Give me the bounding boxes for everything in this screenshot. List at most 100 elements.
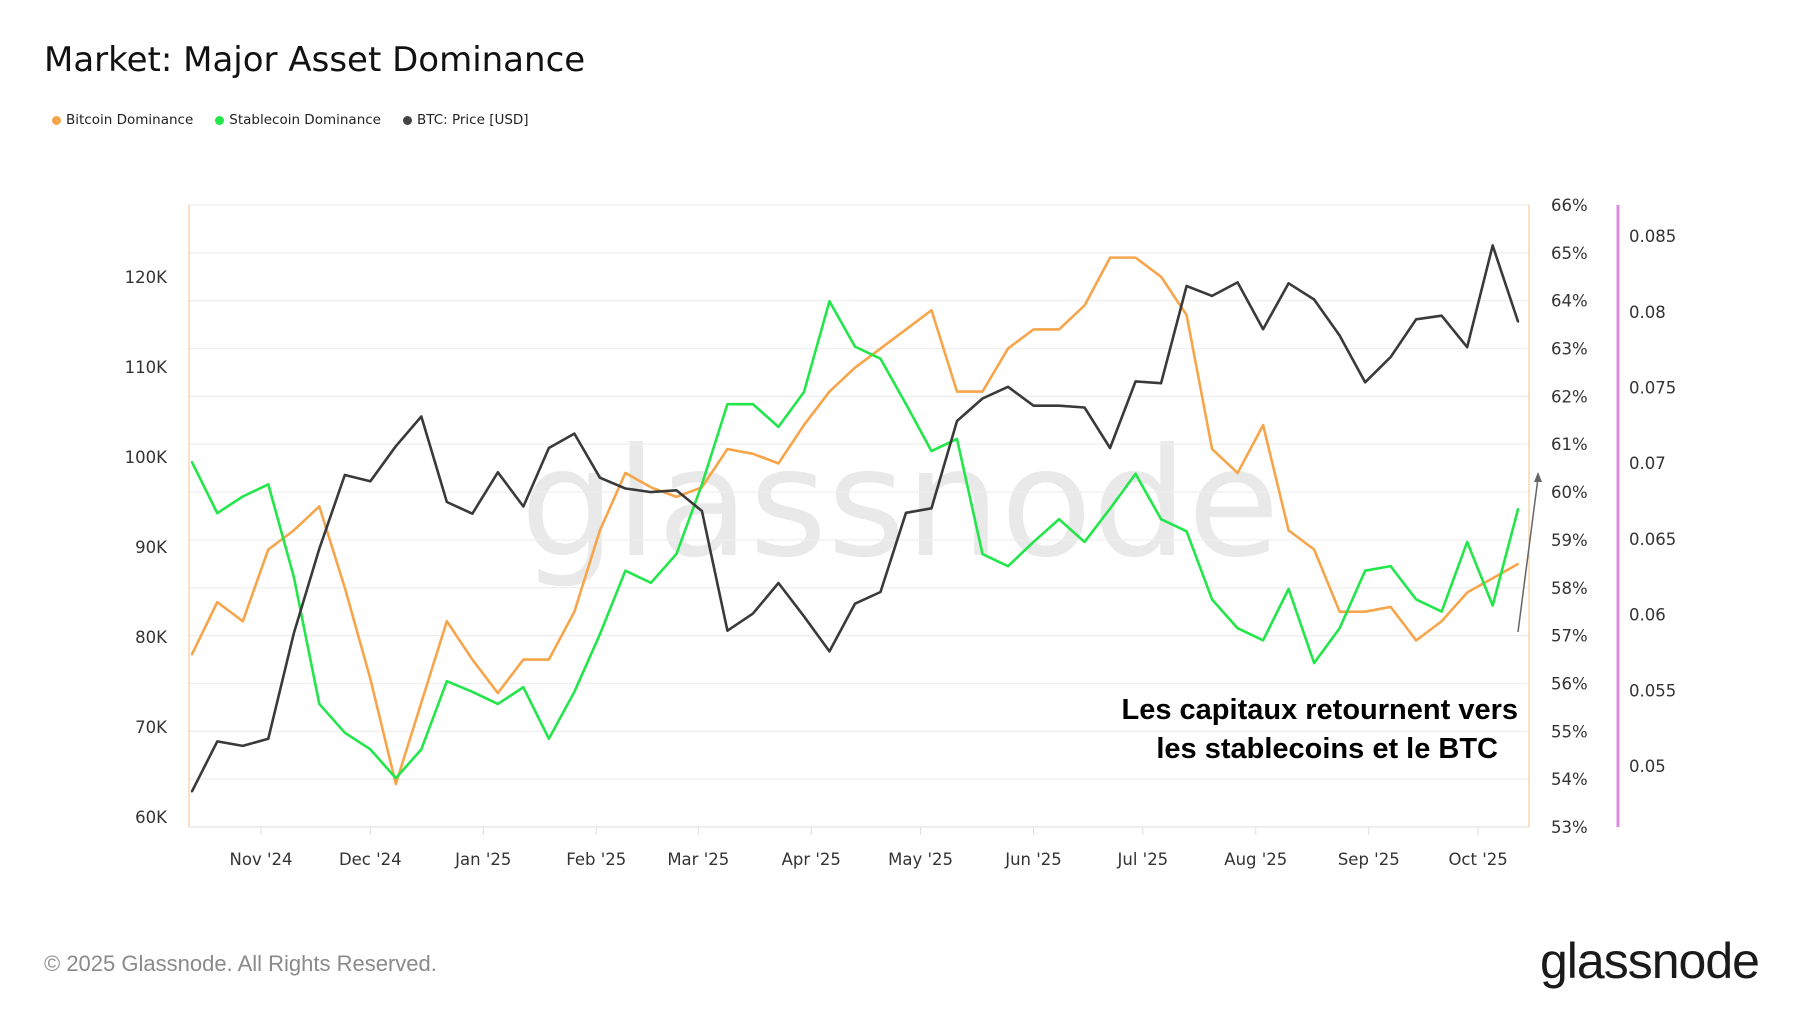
data-point-stablecoin-dominance [752,403,754,405]
data-point-bitcoin-dominance [420,701,423,704]
legend-item-btc-price[interactable]: BTC: Price [USD] [402,112,529,128]
right-axis-tick-label: 63% [1551,340,1588,359]
data-point-stablecoin-dominance [1440,610,1443,613]
data-point-btc-price-usd [1338,334,1341,337]
data-point-bitcoin-dominance [726,448,729,450]
legend-dot-icon [52,115,61,125]
data-point-btc-price-usd [624,487,627,490]
data-point-stablecoin-dominance [1415,598,1417,601]
right-axis-tick-label: 57% [1551,627,1588,646]
data-point-btc-price-usd [828,650,831,653]
data-point-btc-price-usd [777,582,780,584]
right-axis-tick-label: 55% [1551,722,1588,741]
x-axis-tick-label: Sep '25 [1338,850,1400,869]
data-point-stablecoin-dominance [599,633,601,636]
data-point-stablecoin-dominance [956,438,958,440]
data-point-btc-price-usd [1185,285,1188,287]
data-point-btc-price-usd [1491,244,1494,247]
chart-title: Market: Major Asset Dominance [44,40,586,80]
data-point-bitcoin-dominance [854,366,856,369]
data-point-stablecoin-dominance [1007,565,1009,567]
data-point-bitcoin-dominance [292,529,295,532]
data-point-bitcoin-dominance [1185,314,1188,316]
data-point-bitcoin-dominance [879,347,882,350]
data-point-stablecoin-dominance [1338,627,1341,630]
x-axis-tick-label: Jan '25 [454,850,511,869]
right-axis-tick-label: 61% [1551,435,1588,454]
data-point-btc-price-usd [1134,380,1137,383]
legend-item-bitcoin-dominance[interactable]: Bitcoin Dominance [52,112,193,128]
right-axis-tick-label: 66% [1551,196,1588,215]
data-point-btc-price-usd [216,740,219,743]
data-point-stablecoin-dominance [369,748,372,751]
x-axis-tick-label: Jun '25 [1004,850,1062,869]
legend-dot-icon [215,115,225,125]
data-point-stablecoin-dominance [624,569,627,572]
data-point-stablecoin-dominance [803,391,805,393]
data-point-btc-price-usd [752,612,754,615]
arrow-head-icon [1534,472,1542,482]
data-point-btc-price-usd [1517,321,1519,323]
data-point-stablecoin-dominance [1134,472,1137,475]
data-point-btc-price-usd [318,548,321,550]
right2-axis-tick-label: 0.075 [1629,379,1676,398]
data-point-bitcoin-dominance [1338,610,1341,613]
data-point-bitcoin-dominance [1491,577,1494,579]
data-point-bitcoin-dominance [1007,347,1009,350]
data-point-bitcoin-dominance [981,390,984,393]
data-point-stablecoin-dominance [1313,662,1315,664]
x-axis-tick-label: Dec '24 [339,850,402,869]
right-axis-tick-label: 64% [1551,292,1588,311]
left-axis-tick-label: 70K [135,718,168,737]
data-point-bitcoin-dominance [369,677,372,680]
x-axis-tick-label: Mar '25 [667,850,729,869]
data-point-stablecoin-dominance [1160,518,1162,521]
data-point-btc-price-usd [548,447,550,449]
data-point-bitcoin-dominance [471,658,474,661]
data-point-bitcoin-dominance [1262,424,1264,426]
data-point-btc-price-usd [675,489,678,492]
data-point-btc-price-usd [369,480,372,483]
data-point-stablecoin-dominance [1109,507,1111,510]
data-point-bitcoin-dominance [1313,548,1315,551]
data-point-stablecoin-dominance [981,553,984,555]
data-point-btc-price-usd [1313,298,1315,301]
data-point-stablecoin-dominance [1491,604,1494,607]
data-point-btc-price-usd [726,629,729,632]
annotation-line-2: les stablecoins et le BTC [1156,733,1498,765]
series-lines [190,244,1520,793]
x-axis-tick-label: Apr '25 [782,850,841,869]
data-point-stablecoin-dominance [675,553,678,555]
data-point-stablecoin-dominance [828,300,831,303]
left-axis-tick-label: 90K [135,538,168,557]
data-point-btc-price-usd [1211,295,1213,297]
data-point-btc-price-usd [854,602,856,605]
data-point-stablecoin-dominance [1083,541,1086,543]
data-point-stablecoin-dominance [522,686,525,689]
data-point-bitcoin-dominance [1134,256,1137,259]
legend-item-stablecoin-dominance[interactable]: Stablecoin Dominance [215,112,381,128]
data-point-stablecoin-dominance [292,575,295,578]
right2-axis-tick-label: 0.055 [1629,681,1676,700]
data-point-bitcoin-dominance [930,309,933,312]
data-point-stablecoin-dominance [726,403,729,405]
data-point-bitcoin-dominance [1389,606,1392,608]
left-axis-tick-label: 120K [125,268,168,287]
data-point-bitcoin-dominance [905,328,907,331]
data-point-bitcoin-dominance [573,610,576,613]
data-point-bitcoin-dominance [1236,472,1239,474]
data-point-btc-price-usd [650,491,652,493]
data-point-btc-price-usd [956,420,958,422]
right2-axis-tick-label: 0.08 [1629,303,1666,322]
data-point-bitcoin-dominance [1032,328,1035,331]
right-axis-tick-label: 56% [1551,674,1588,693]
legend-label: Stablecoin Dominance [229,112,381,128]
data-point-bitcoin-dominance [318,505,321,508]
data-point-stablecoin-dominance [1032,541,1035,543]
data-point-btc-price-usd [1083,406,1086,409]
data-point-bitcoin-dominance [1517,563,1519,565]
data-point-btc-price-usd [1364,381,1366,384]
right-axis-tick-label: 65% [1551,244,1588,263]
data-point-btc-price-usd [1287,282,1290,285]
